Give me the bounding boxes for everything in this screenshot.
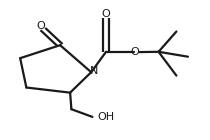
Text: OH: OH: [97, 112, 114, 122]
Text: O: O: [102, 9, 110, 19]
Text: O: O: [36, 21, 45, 31]
Text: N: N: [90, 66, 98, 76]
Text: O: O: [130, 47, 139, 57]
